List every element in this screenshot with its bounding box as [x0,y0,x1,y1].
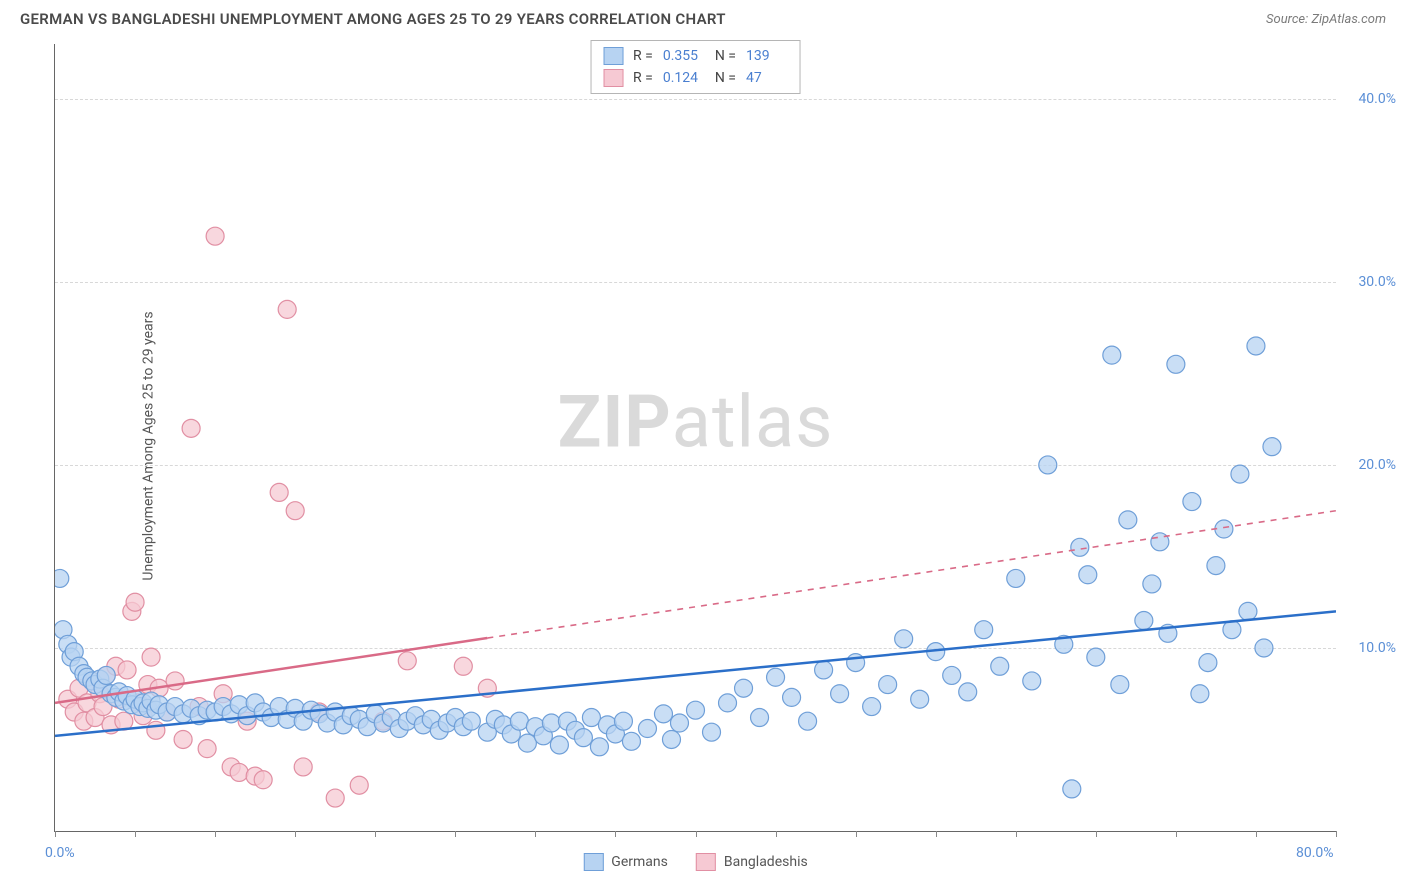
x-minor-tick [1016,831,1017,837]
source-attribution: Source: ZipAtlas.com [1266,12,1386,27]
x-minor-tick [1096,831,1097,837]
swatch-germans [603,47,623,65]
legend-item-germans: Germans [583,853,668,871]
y-tick-label: 10.0% [1358,640,1396,656]
swatch-germans-icon [583,853,603,871]
x-minor-tick [55,831,56,837]
x-tick-label: 0.0% [45,845,75,861]
chart-title: GERMAN VS BANGLADESHI UNEMPLOYMENT AMONG… [20,10,726,28]
series-legend: Germans Bangladeshis [583,853,807,871]
x-minor-tick [615,831,616,837]
x-minor-tick [535,831,536,837]
x-minor-tick [375,831,376,837]
legend-item-bangladeshis: Bangladeshis [696,853,808,871]
x-minor-tick [215,831,216,837]
x-minor-tick [776,831,777,837]
x-minor-tick [856,831,857,837]
x-minor-tick [1176,831,1177,837]
swatch-bangladeshis [603,69,623,87]
swatch-bangladeshis-icon [696,853,716,871]
y-tick-label: 30.0% [1358,274,1396,290]
legend-row-germans: R = 0.355 N = 139 [603,45,788,67]
x-minor-tick [295,831,296,837]
x-minor-tick [1256,831,1257,837]
y-tick-label: 40.0% [1358,91,1396,107]
chart-header: GERMAN VS BANGLADESHI UNEMPLOYMENT AMONG… [0,0,1406,32]
x-minor-tick [696,831,697,837]
legend-row-bangladeshis: R = 0.124 N = 47 [603,67,788,89]
y-tick-label: 20.0% [1358,457,1396,473]
trendline-bangladeshis [55,638,487,703]
x-minor-tick [135,831,136,837]
x-minor-tick [936,831,937,837]
x-minor-tick [455,831,456,837]
trend-lines-layer [55,44,1336,831]
scatter-chart: ZIPatlas R = 0.355 N = 139 R = 0.124 N =… [54,44,1336,832]
trendline-bangladeshis-extrapolated [487,511,1336,638]
correlation-legend: R = 0.355 N = 139 R = 0.124 N = 47 [590,40,801,94]
x-minor-tick [1336,831,1337,837]
x-tick-label: 80.0% [1296,845,1334,861]
